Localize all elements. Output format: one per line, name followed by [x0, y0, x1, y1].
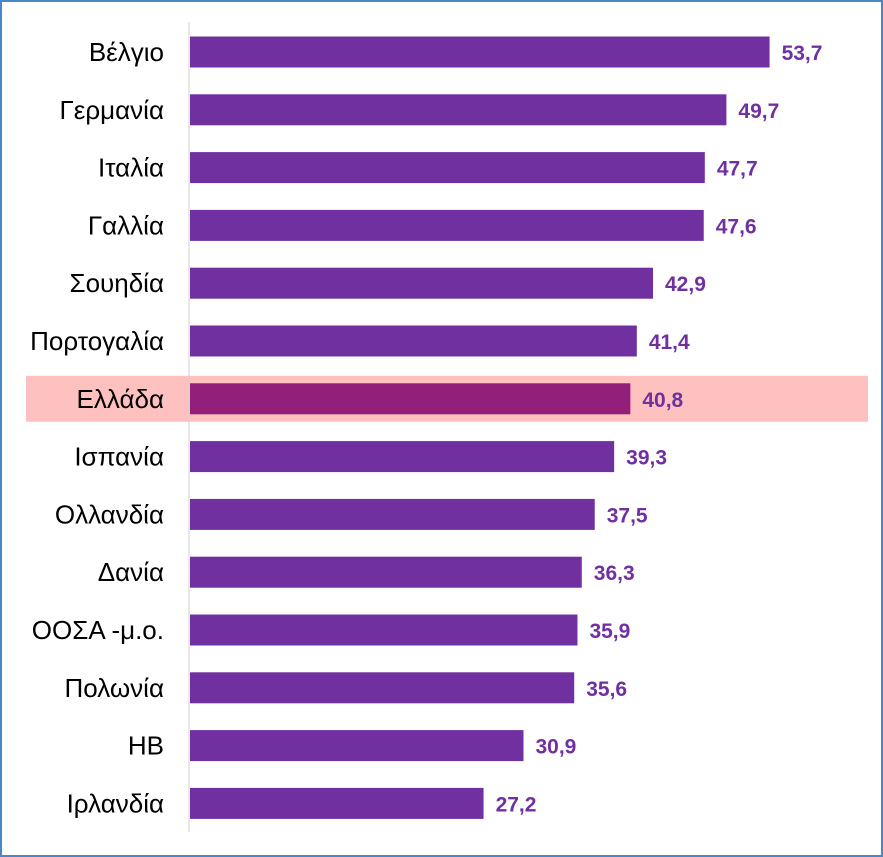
value-label: 47,6 [716, 215, 757, 238]
value-label: 53,7 [782, 42, 823, 65]
bar [190, 36, 770, 68]
value-label: 42,9 [665, 273, 706, 296]
bar [190, 267, 654, 299]
value-label: 40,8 [642, 389, 683, 412]
value-label: 49,7 [738, 100, 779, 123]
category-label: Δανία [98, 557, 164, 587]
value-label: 39,3 [626, 447, 667, 470]
category-label: Ιρλανδία [67, 788, 164, 818]
bar [190, 325, 637, 357]
category-label: Ολλανδία [55, 499, 164, 529]
category-label: ΟΟΣΑ -μ.ο. [32, 615, 164, 645]
bar [190, 672, 575, 704]
value-label: 35,6 [586, 678, 627, 701]
category-label: Πολωνία [65, 673, 164, 703]
value-label: 41,4 [649, 331, 690, 354]
bar [190, 152, 705, 184]
bar [190, 787, 484, 819]
value-label: 37,5 [607, 504, 648, 527]
bar [190, 209, 704, 241]
bar [190, 556, 582, 588]
category-label: Σουηδία [70, 268, 165, 298]
bar [190, 614, 578, 646]
bar [190, 498, 595, 530]
category-label: Ισπανία [74, 442, 164, 472]
category-label: Πορτογαλία [30, 326, 164, 356]
value-label: 36,3 [594, 562, 635, 585]
category-label: Βέλγιο [89, 37, 164, 67]
bar [190, 383, 631, 415]
bar [190, 441, 615, 473]
category-label: Ελλάδα [77, 384, 164, 414]
value-label: 30,9 [535, 736, 576, 759]
bar [190, 730, 524, 762]
category-label: Γερμανία [59, 95, 164, 125]
category-label: ΗΒ [128, 731, 164, 761]
category-label: Γαλλία [88, 210, 164, 240]
value-label: 27,2 [496, 793, 537, 816]
value-label: 35,9 [589, 620, 630, 643]
value-label: 47,7 [717, 158, 758, 181]
category-label: Ιταλία [98, 153, 164, 183]
bar [190, 94, 727, 126]
